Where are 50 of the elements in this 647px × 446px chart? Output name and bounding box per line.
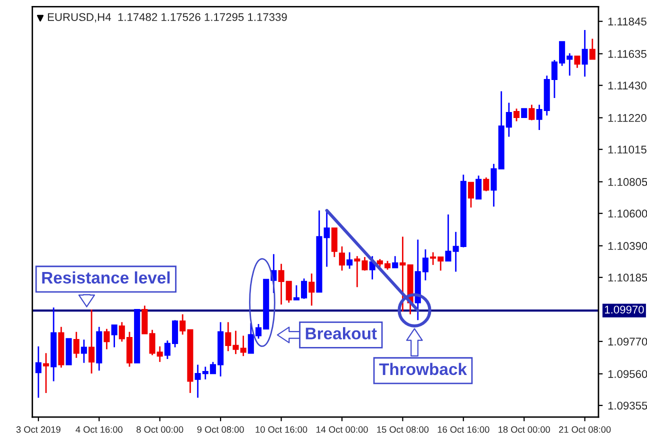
ref-line-label: 1.09970: [604, 306, 644, 314]
chart-title: EURUSD,H4 1.17482 1.17526 1.17295 1.17339: [48, 13, 287, 22]
candlestick: [483, 176, 490, 192]
y-tick-label: 1.11015: [608, 146, 646, 154]
candlestick: [73, 331, 80, 359]
candlestick: [308, 272, 315, 306]
candlestick: [35, 346, 42, 398]
candlestick: [88, 308, 95, 374]
y-tick-label: 1.10390: [608, 242, 647, 250]
y-tick-label: 1.11220: [608, 114, 646, 122]
y-tick-label: 1.09560: [608, 370, 647, 378]
x-tick-label: 10 Oct 16:00: [256, 426, 308, 433]
y-tick-label: 1.11430: [608, 82, 646, 90]
x-tick-label: 21 Oct 08:00: [559, 426, 611, 433]
candlestick: [445, 214, 452, 262]
candlestick: [80, 338, 87, 364]
x-tick-label: 8 Oct 00:00: [136, 426, 184, 433]
candlestick: [104, 328, 110, 350]
candlestick: [248, 322, 254, 354]
candlestick: [346, 252, 353, 270]
candlestick: [589, 38, 596, 60]
candlestick: [338, 246, 345, 272]
candlestick: [392, 255, 398, 268]
x-tick-label: 4 Oct 16:00: [76, 426, 122, 433]
candlestick: [331, 227, 338, 258]
y-tick-label: 1.10600: [608, 210, 647, 218]
y-tick-label: 1.09770: [608, 338, 647, 346]
x-tick-label: 15 Oct 08:00: [377, 426, 429, 433]
candlestick: [476, 174, 482, 200]
x-tick-label: 16 Oct 16:00: [438, 426, 490, 433]
x-tick-label: 3 Oct 2019: [16, 426, 60, 433]
candlestick: [513, 108, 520, 122]
annotation: Throwback: [379, 362, 467, 376]
y-tick-label: 1.09355: [608, 402, 647, 410]
y-tick-label: 1.10185: [608, 274, 647, 282]
candlestick: [468, 182, 474, 208]
y-tick-label: 1.11635: [608, 50, 646, 58]
candlestick: [111, 324, 118, 348]
y-tick-label: 1.10805: [608, 178, 647, 186]
candlestick: [582, 29, 588, 78]
annotation: Resistance level: [42, 271, 170, 284]
candlestick: [574, 56, 580, 69]
annotation: Breakout: [306, 327, 377, 340]
candlestick: [528, 104, 535, 121]
x-tick-label: 18 Oct 00:00: [498, 426, 550, 433]
candlestick: [42, 352, 50, 394]
y-tick-label: 1.11845: [608, 18, 646, 26]
candlestick: [400, 236, 406, 312]
x-tick-label: 14 Oct 00:00: [316, 426, 368, 433]
x-tick-label: 9 Oct 08:00: [197, 426, 244, 433]
